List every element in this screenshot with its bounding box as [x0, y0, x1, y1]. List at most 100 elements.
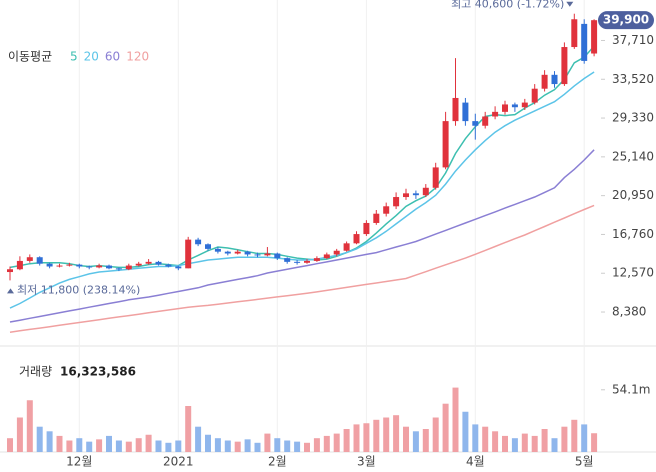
candle-body: [531, 88, 538, 103]
volume-bar: [482, 426, 489, 452]
candle-body: [284, 258, 291, 262]
volume-bar: [56, 435, 63, 452]
candle-body: [86, 266, 93, 268]
candle-body: [383, 206, 390, 214]
candle-body: [195, 239, 202, 245]
x-tick-label: 2월: [268, 455, 287, 469]
y-tick-label: 25,140: [612, 149, 654, 163]
volume-bar: [284, 440, 291, 452]
volume-bar: [106, 435, 112, 452]
candle-body: [561, 47, 568, 85]
volume-bar: [472, 424, 479, 452]
volume-tick-label: 54.1m: [612, 382, 650, 396]
volume-bar: [145, 434, 152, 452]
volume-bar: [313, 438, 320, 452]
candle-body: [185, 239, 192, 269]
volume-bar: [195, 426, 202, 452]
candle-body: [175, 266, 182, 269]
legend-item: 120: [126, 50, 149, 64]
candle-body: [412, 193, 419, 196]
volume-bar: [125, 441, 132, 452]
candle-body: [333, 250, 340, 255]
volume-bar: [422, 429, 429, 452]
volume-bar: [383, 417, 390, 452]
volume-bar: [561, 426, 568, 452]
volume-bar: [254, 442, 261, 452]
candle-body: [373, 213, 380, 223]
y-tick-label: 20,950: [612, 188, 654, 202]
legend-item: 5: [70, 50, 78, 64]
candle-body: [304, 260, 310, 263]
x-tick-label: 3월: [357, 455, 376, 469]
volume-bar: [96, 439, 103, 452]
volume-bar: [521, 433, 528, 452]
x-tick-label: 12월: [66, 455, 92, 469]
candle-body: [294, 261, 301, 263]
candle-body: [551, 74, 558, 85]
low-label: 최저 11,800 (238.14%): [17, 283, 140, 296]
candle-body: [205, 244, 211, 249]
candle-body: [432, 167, 439, 188]
volume-bar: [214, 438, 221, 452]
candle-body: [274, 253, 281, 259]
candle-body: [224, 251, 231, 254]
candle-body: [482, 116, 489, 126]
y-tick-label: 33,520: [612, 72, 654, 86]
volume-bar: [502, 435, 508, 452]
volume-bar: [274, 438, 281, 452]
candle-body: [244, 251, 251, 255]
candle-body: [581, 23, 588, 61]
volume-bar: [452, 387, 459, 452]
volume-bar: [412, 431, 419, 452]
candle-body: [76, 264, 83, 267]
volume-bar: [76, 438, 83, 452]
y-tick-label: 16,760: [612, 227, 654, 241]
volume-bar: [541, 429, 548, 452]
candle-body: [472, 121, 479, 126]
volume-bar: [46, 431, 53, 452]
volume-bar: [86, 441, 93, 452]
candle-body: [511, 104, 518, 108]
candle-body: [313, 258, 320, 261]
candle-body: [521, 102, 528, 108]
candle-body: [492, 111, 499, 117]
volume-bar: [26, 400, 33, 452]
candle-body: [96, 265, 103, 268]
volume-bar: [323, 435, 330, 452]
volume-bar: [343, 429, 350, 452]
candle-body: [353, 234, 360, 244]
candle-body: [234, 251, 241, 254]
candle-body: [106, 265, 112, 269]
x-tick-label: 2021: [163, 455, 194, 469]
candle-body: [214, 248, 221, 252]
volume-bar: [492, 431, 499, 452]
candle-body: [393, 197, 400, 207]
y-tick-label: 8,380: [612, 305, 646, 319]
volume-title: 거래량: [19, 365, 52, 379]
ma-line: [9, 204, 595, 333]
candle-body: [7, 269, 13, 273]
labels: 8,380 12,570 16,760 20,950 25,140 29,330 33,52…: [7, 0, 654, 469]
candle-body: [145, 261, 152, 264]
volume-bar: [462, 411, 469, 452]
volume-bar: [531, 435, 538, 452]
candle-body: [591, 20, 598, 54]
x-tick-label: 4월: [466, 455, 485, 469]
volume-bar: [16, 417, 23, 452]
high-label: 최고 40,600 (-1.72%): [451, 0, 564, 11]
volume-bar: [551, 438, 558, 452]
candle-body: [442, 121, 449, 168]
y-tick-label: 12,570: [612, 266, 654, 280]
volume-last: 16,323,586: [60, 365, 136, 379]
volume-bar: [66, 440, 73, 452]
candle-body: [115, 268, 122, 270]
volume-bar: [581, 424, 588, 452]
volume-panel: [7, 387, 598, 452]
volume-bar: [432, 417, 439, 452]
candle-body: [155, 261, 162, 265]
volume-bar: [155, 440, 162, 452]
x-tick-label: 5월: [575, 455, 594, 469]
legend-title: 이동평균: [8, 50, 52, 64]
